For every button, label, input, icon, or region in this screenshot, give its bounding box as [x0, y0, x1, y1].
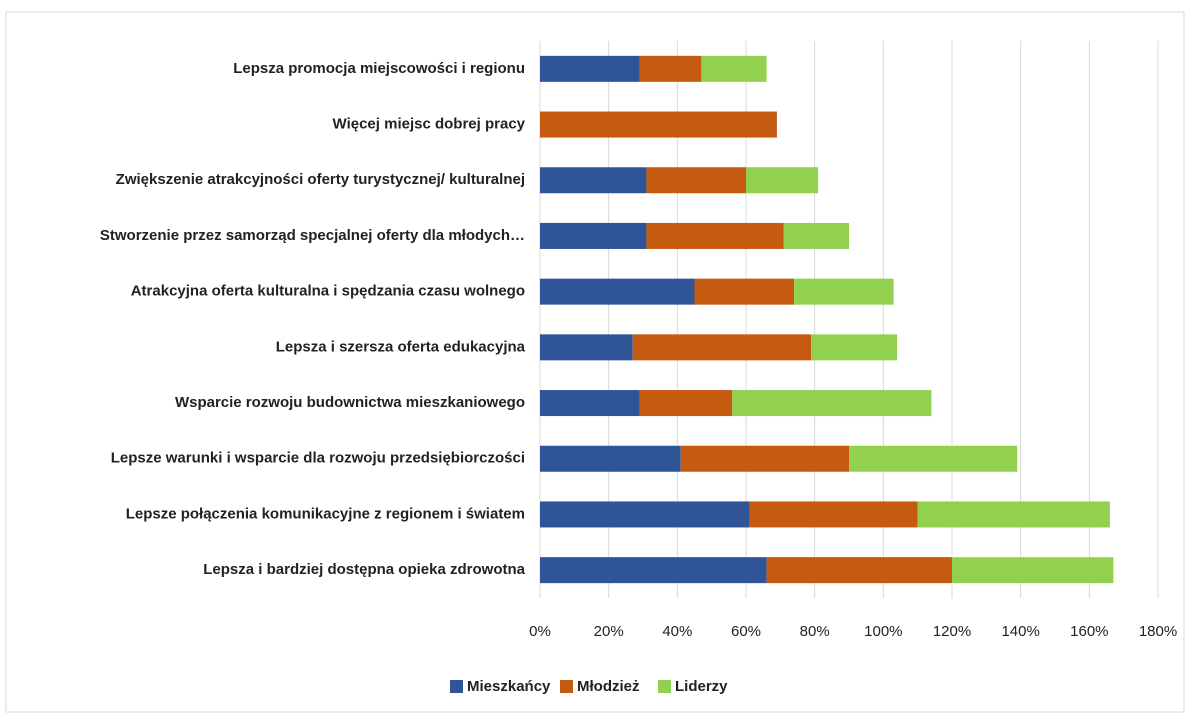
bar-segment [766, 557, 952, 584]
bar-segment [540, 222, 647, 249]
bar-segment [783, 222, 849, 249]
y-tick-label: Zwiększenie atrakcyjności oferty turysty… [116, 171, 525, 188]
bar-segment [632, 334, 812, 361]
y-tick-label: Lepsza i bardziej dostępna opieka zdrowo… [203, 561, 525, 578]
x-tick-label: 20% [594, 623, 624, 640]
bar-segment [540, 501, 750, 528]
bar-segment [540, 334, 633, 361]
legend-label: Młodzież [577, 678, 640, 695]
bar-segment [540, 55, 640, 82]
bar-segment [917, 501, 1110, 528]
bar-segment [952, 557, 1114, 584]
bar-segment [540, 557, 767, 584]
bar-segment [701, 55, 767, 82]
legend-label: Mieszkańcy [467, 678, 551, 695]
legend-swatch [658, 680, 671, 693]
x-tick-label: 80% [800, 623, 830, 640]
x-tick-label: 0% [529, 623, 551, 640]
bar-segment [646, 167, 746, 194]
bar-segment [680, 445, 849, 472]
legend-label: Liderzy [675, 678, 728, 695]
bar-segment [540, 390, 640, 417]
x-tick-label: 180% [1139, 623, 1177, 640]
bar-segment [646, 222, 784, 249]
x-tick-label: 120% [933, 623, 971, 640]
bar-segment [540, 278, 695, 305]
y-tick-label: Lepsza promocja miejscowości i regionu [233, 60, 525, 77]
x-tick-label: 140% [1001, 623, 1039, 640]
y-tick-label: Wsparcie rozwoju budownictwa mieszkaniow… [175, 394, 525, 411]
bar-segment [746, 167, 819, 194]
bar-segment [794, 278, 894, 305]
y-tick-label: Lepsza i szersza oferta edukacyjna [276, 338, 526, 355]
bar-segment [811, 334, 898, 361]
bar-segment [749, 501, 918, 528]
x-tick-label: 100% [864, 623, 902, 640]
y-tick-label: Lepsze połączenia komunikacyjne z region… [126, 505, 525, 522]
y-tick-label: Więcej miejsc dobrej pracy [333, 116, 526, 133]
x-tick-label: 60% [731, 623, 761, 640]
y-tick-label: Lepsze warunki i wsparcie dla rozwoju pr… [111, 450, 525, 467]
bar-segment [849, 445, 1018, 472]
legend-swatch [560, 680, 573, 693]
bar-segment [732, 390, 932, 417]
bar-segment [540, 445, 681, 472]
bar-segment [540, 111, 777, 138]
legend-swatch [450, 680, 463, 693]
x-tick-label: 40% [662, 623, 692, 640]
bar-segment [694, 278, 795, 305]
y-tick-label: Stworzenie przez samorząd specjalnej ofe… [100, 227, 525, 244]
bar-segment [639, 55, 702, 82]
bar-segment [540, 167, 647, 194]
x-tick-label: 160% [1070, 623, 1108, 640]
y-tick-label: Atrakcyjna oferta kulturalna i spędzania… [131, 283, 525, 300]
bar-segment [639, 390, 733, 417]
